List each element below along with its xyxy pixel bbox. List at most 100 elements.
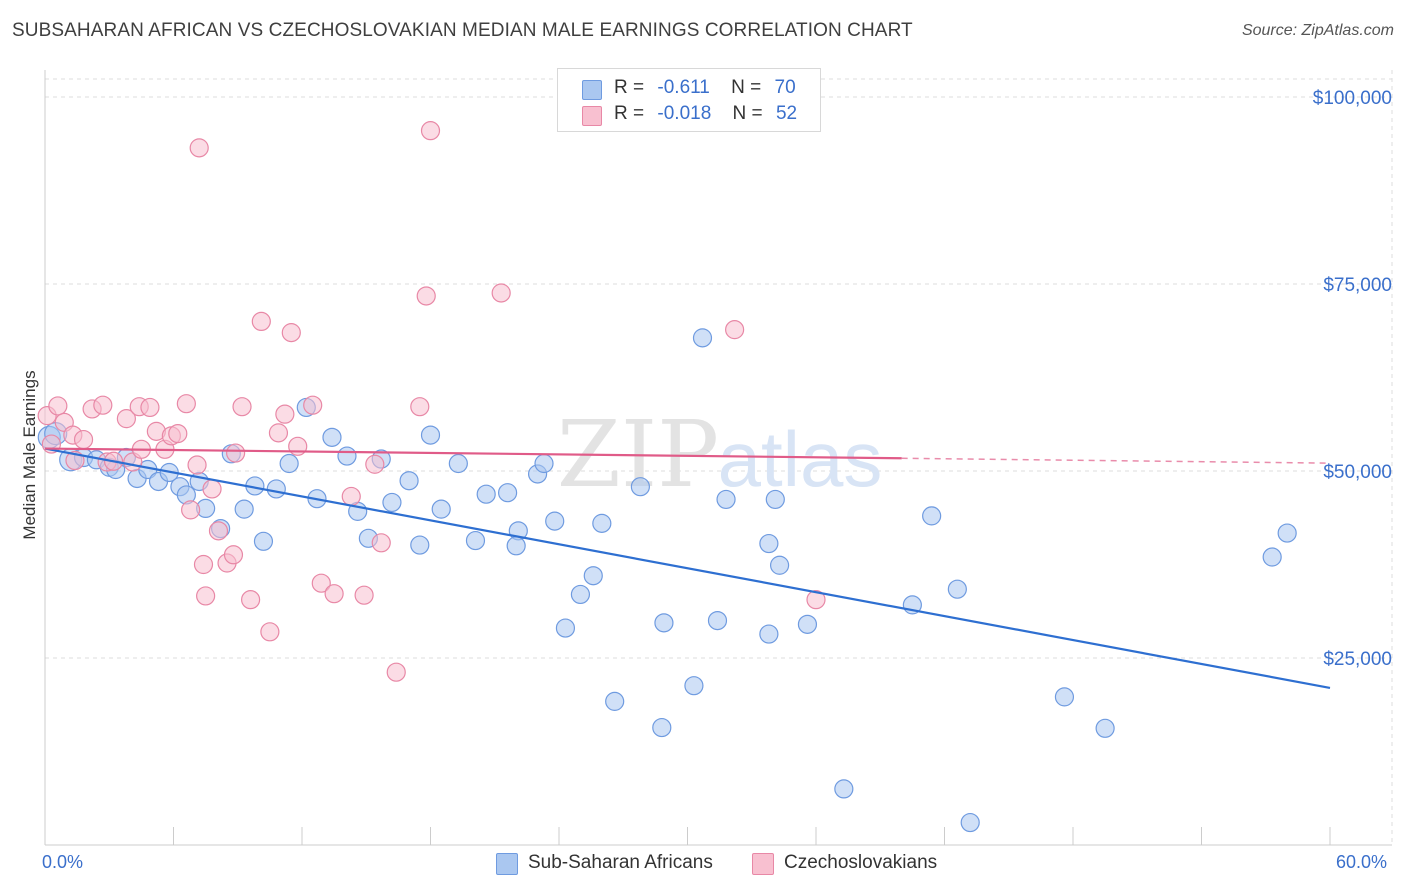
czechoslovakian-point bbox=[371, 533, 391, 553]
legend-swatch-subsaharan bbox=[582, 80, 602, 100]
czechoslovakian-point bbox=[93, 395, 113, 415]
trend-lines bbox=[44, 447, 1331, 690]
subsaharan-point bbox=[266, 479, 286, 499]
legend-swatch-czechoslovakian bbox=[582, 106, 602, 126]
czechoslovakian-point bbox=[189, 138, 209, 158]
czechoslovakian-point bbox=[806, 590, 826, 610]
subsaharan-point bbox=[431, 499, 451, 519]
czechoslovakian-trend-line bbox=[44, 447, 902, 460]
czechoslovakian-point bbox=[202, 479, 222, 499]
bottom-legend-label: Sub-Saharan Africans bbox=[528, 852, 713, 873]
legend-r-value: -0.611 bbox=[657, 77, 710, 98]
correlation-legend: R = -0.611 N = 70 R = -0.018 N = 52 bbox=[557, 68, 821, 132]
subsaharan-point bbox=[834, 779, 854, 799]
czechoslovakian-point bbox=[140, 397, 160, 418]
subsaharan-point bbox=[765, 489, 785, 510]
subsaharan-point bbox=[382, 492, 402, 513]
legend-n-value: 52 bbox=[775, 103, 798, 124]
data-points bbox=[37, 121, 1297, 833]
czechoslovakian-point bbox=[196, 586, 216, 606]
subsaharan-point bbox=[960, 812, 980, 833]
czechoslovakian-point bbox=[226, 443, 246, 463]
subsaharan-point bbox=[652, 717, 672, 738]
czechoslovakian-point bbox=[73, 429, 94, 450]
subsaharan-point bbox=[506, 536, 526, 556]
subsaharan-point bbox=[630, 477, 650, 497]
czechoslovakian-point bbox=[341, 486, 361, 507]
y-tick-label: $75,000 bbox=[1323, 275, 1392, 296]
czechoslovakian-trend-extension bbox=[901, 457, 1331, 464]
czechoslovakian-point bbox=[176, 394, 196, 414]
subsaharan-point bbox=[465, 530, 486, 551]
czechoslovakian-point bbox=[223, 545, 244, 565]
legend-n-label: N = bbox=[731, 77, 762, 98]
subsaharan-point bbox=[420, 425, 441, 445]
chart-title: SUBSAHARAN AFRICAN VS CZECHOSLOVAKIAN ME… bbox=[12, 20, 913, 41]
subsaharan-point bbox=[534, 453, 554, 474]
subsaharan-point bbox=[759, 533, 779, 554]
czechoslovakian-point bbox=[116, 409, 136, 429]
czechoslovakian-point bbox=[420, 121, 441, 141]
czechoslovakian-point bbox=[251, 311, 271, 331]
subsaharan-point bbox=[253, 531, 274, 551]
y-tick-labels: $25,000 $50,000 $75,000 $100,000 bbox=[1313, 88, 1392, 670]
subsaharan-point bbox=[605, 691, 625, 711]
subsaharan-point bbox=[448, 453, 468, 474]
czechoslovakian-point bbox=[365, 454, 385, 474]
x-axis-min-label: 0.0% bbox=[42, 852, 84, 872]
czechoslovakian-point bbox=[725, 320, 745, 340]
czechoslovakian-point bbox=[48, 396, 68, 416]
subsaharan-point bbox=[1262, 547, 1282, 567]
czechoslovakian-point bbox=[260, 622, 280, 642]
subsaharan-point bbox=[1277, 523, 1297, 543]
czechoslovakian-point bbox=[241, 590, 261, 610]
bottom-legend-swatch-czechoslovakian bbox=[752, 853, 774, 875]
subsaharan-point bbox=[716, 489, 736, 510]
czechoslovakian-point bbox=[288, 436, 308, 456]
legend-n-label: N = bbox=[732, 103, 763, 124]
y-tick-label: $100,000 bbox=[1313, 88, 1392, 109]
subsaharan-point bbox=[337, 446, 357, 466]
watermark-atlas: atlas bbox=[718, 415, 883, 503]
czechoslovakian-point bbox=[187, 455, 207, 475]
czechoslovakian-point bbox=[275, 404, 295, 424]
legend-r-label: R = bbox=[614, 77, 645, 98]
subsaharan-point bbox=[498, 483, 518, 503]
czechoslovakian-point bbox=[354, 585, 374, 605]
legend-n-value: 70 bbox=[774, 77, 796, 98]
czechoslovakian-point bbox=[386, 662, 406, 682]
legend-r-label: R = bbox=[614, 103, 645, 124]
czechoslovakian-point bbox=[208, 521, 229, 541]
czechoslovakian-point bbox=[168, 424, 188, 444]
subsaharan-point bbox=[684, 676, 704, 696]
bottom-legend-label: Czechoslovakians bbox=[784, 852, 938, 873]
subsaharan-point bbox=[234, 499, 254, 519]
subsaharan-point bbox=[322, 427, 342, 447]
bottom-legend-swatch-subsaharan bbox=[496, 853, 518, 875]
x-axis-max-label: 60.0% bbox=[1336, 852, 1388, 872]
subsaharan-point bbox=[654, 613, 674, 633]
subsaharan-point bbox=[707, 610, 728, 631]
subsaharan-point bbox=[570, 584, 591, 605]
subsaharan-point bbox=[279, 453, 299, 474]
czechoslovakian-point bbox=[303, 395, 323, 415]
czechoslovakian-point bbox=[281, 323, 301, 343]
czechoslovakian-point bbox=[193, 554, 214, 575]
legend-r-value: -0.018 bbox=[657, 103, 712, 124]
subsaharan-point bbox=[1095, 718, 1115, 738]
czechoslovakian-point bbox=[491, 283, 511, 303]
subsaharan-point bbox=[1054, 687, 1075, 707]
subsaharan-point bbox=[769, 555, 790, 575]
source-label: Source: ZipAtlas.com bbox=[1241, 22, 1394, 39]
y-tick-label: $25,000 bbox=[1323, 649, 1392, 670]
subsaharan-point bbox=[797, 614, 818, 634]
subsaharan-trend-line bbox=[44, 447, 1331, 690]
subsaharan-point bbox=[545, 511, 565, 531]
subsaharan-point bbox=[947, 579, 967, 599]
subsaharan-point bbox=[583, 566, 603, 586]
subsaharan-point bbox=[476, 484, 496, 504]
czechoslovakian-point bbox=[416, 286, 436, 306]
subsaharan-point bbox=[692, 328, 713, 348]
czechoslovakian-point bbox=[181, 500, 201, 520]
